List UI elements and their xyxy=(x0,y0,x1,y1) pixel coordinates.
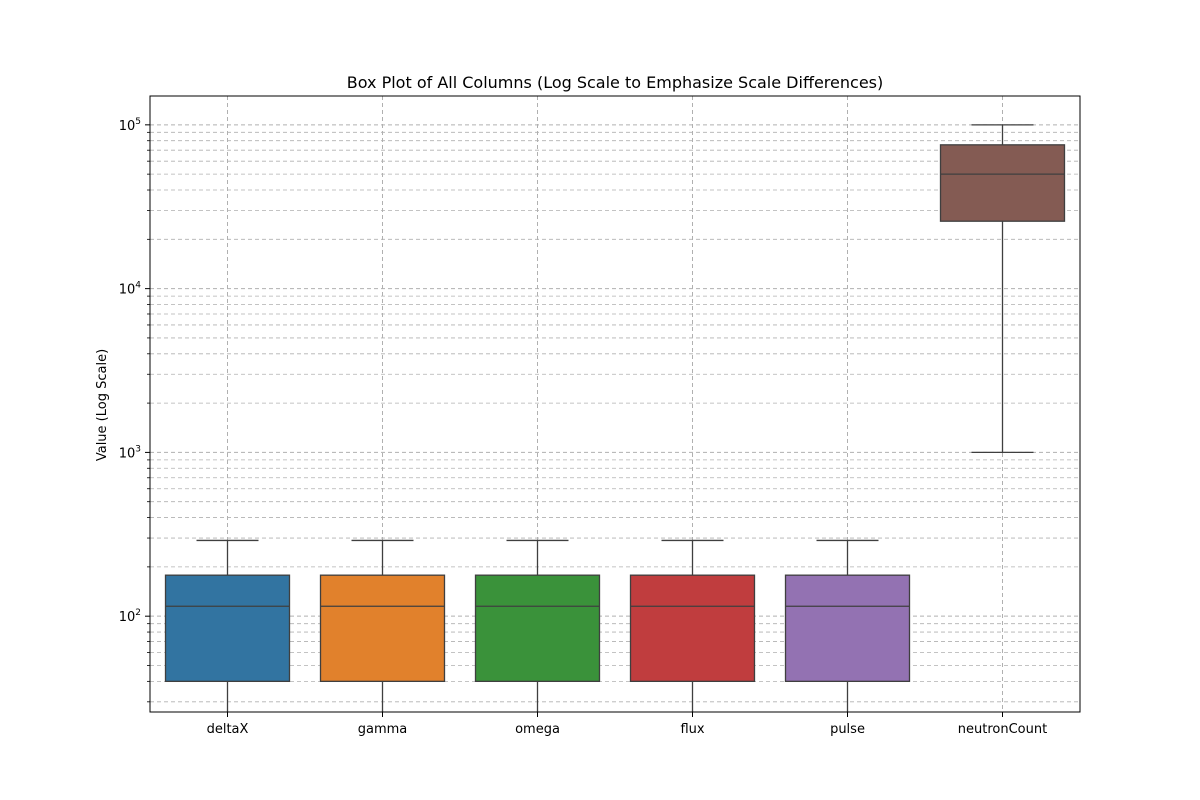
box-gamma xyxy=(319,539,446,712)
y-tick-label: 105 xyxy=(119,117,141,134)
plot-area-frame xyxy=(149,95,1081,713)
y-axis-ticks: 102 103 104 105 xyxy=(119,117,150,703)
x-tick-label: pulse xyxy=(830,722,865,737)
y-tick-label: 103 xyxy=(119,444,141,461)
box-body xyxy=(784,574,911,683)
y-axis-label: Value (Log Scale) xyxy=(95,349,110,461)
y-tick-label: 102 xyxy=(119,608,141,625)
x-axis-ticks: deltaX gamma omega flux pulse neutronCount xyxy=(207,712,1047,737)
x-tick-label: gamma xyxy=(358,722,408,737)
box-body xyxy=(164,574,291,683)
box-body xyxy=(939,144,1066,222)
box-deltaX xyxy=(164,539,291,712)
box-body xyxy=(629,574,756,683)
box-omega xyxy=(474,539,601,712)
box-pulse xyxy=(784,539,911,712)
x-tick-label: deltaX xyxy=(207,722,249,737)
box-body xyxy=(319,574,446,683)
box-flux xyxy=(629,539,756,712)
box-neutronCount xyxy=(939,124,1066,454)
chart-title: Box Plot of All Columns (Log Scale to Em… xyxy=(347,73,883,92)
y-tick-label: 104 xyxy=(119,281,142,298)
box-series xyxy=(164,124,1066,712)
x-tick-label: flux xyxy=(680,722,704,737)
box-body xyxy=(474,574,601,683)
x-tick-label: neutronCount xyxy=(958,722,1047,737)
x-tick-label: omega xyxy=(515,722,560,737)
